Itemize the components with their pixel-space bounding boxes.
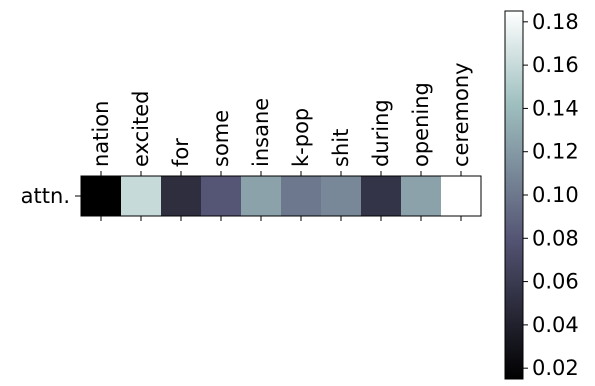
- colorbar-tick-label: 0.16: [532, 53, 579, 77]
- column-label: ceremony: [449, 62, 473, 167]
- colorbar-tick-label: 0.02: [532, 356, 579, 380]
- column-label: during: [369, 99, 393, 167]
- heatmap-cell-excited: [121, 176, 161, 216]
- column-labels: nation excited for some insane k-pop shit durin…: [89, 62, 473, 167]
- column-label: opening: [409, 82, 433, 167]
- heatmap-cells: [81, 176, 481, 216]
- colorbar-tick-label: 0.12: [532, 140, 579, 164]
- column-ticks: [100, 171, 462, 221]
- heatmap-cell-insane: [241, 176, 281, 216]
- column-label: some: [209, 110, 233, 167]
- heatmap-cell-shit: [321, 176, 361, 216]
- heatmap-cell-during: [361, 176, 401, 216]
- colorbar-tick-label: 0.14: [532, 96, 579, 120]
- column-label: nation: [89, 101, 113, 167]
- colorbar-tick-label: 0.06: [532, 270, 579, 294]
- colorbar-tick-label: 0.04: [532, 313, 579, 337]
- colorbar: [504, 10, 524, 380]
- row-labels: attn.: [21, 184, 81, 208]
- colorbar-ticks: 0.02 0.04 0.06 0.08 0.10 0.12 0.14 0.16 0.18: [523, 10, 579, 380]
- row-label: attn.: [21, 184, 70, 208]
- column-label: k-pop: [289, 108, 313, 167]
- colorbar-tick-label: 0.10: [532, 183, 579, 207]
- column-label: shit: [329, 129, 353, 167]
- heatmap-cell-nation: [81, 176, 121, 216]
- heatmap-cell-k-pop: [281, 176, 321, 216]
- heatmap-cell-ceremony: [441, 176, 481, 216]
- column-label: excited: [129, 91, 153, 167]
- colorbar-tick-label: 0.08: [532, 226, 579, 250]
- heatmap-cell-some: [201, 176, 241, 216]
- heatmap-cell-opening: [401, 176, 441, 216]
- column-label: for: [169, 138, 193, 167]
- heatmap-cell-for: [161, 176, 201, 216]
- colorbar-tick-label: 0.18: [532, 10, 579, 34]
- column-label: insane: [249, 98, 273, 167]
